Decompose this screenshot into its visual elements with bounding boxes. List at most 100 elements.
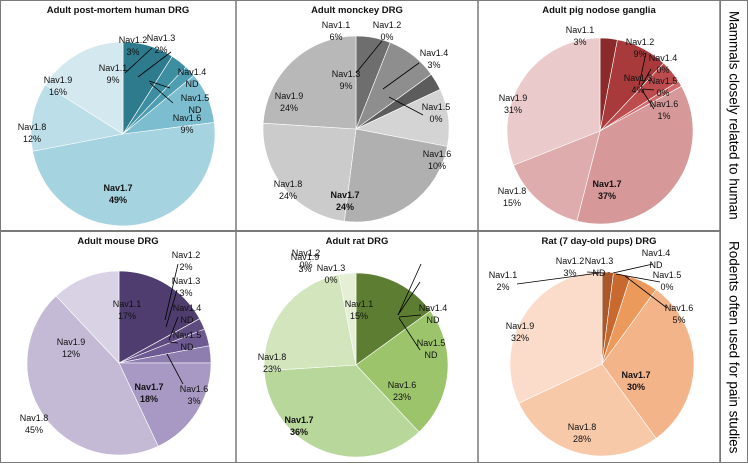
row-label-top: Mammals closely related to human — [721, 0, 747, 230]
leader-line — [165, 289, 178, 328]
slice-label: Nav1.9 24% — [275, 91, 304, 113]
leader-line — [640, 68, 652, 88]
leader-line — [149, 82, 174, 104]
pie-slice-nav17 — [118, 362, 212, 447]
slice-label: Nav1.8 28% — [568, 422, 597, 444]
pie-slice-nav18 — [513, 130, 601, 222]
slice-label: Nav1.4 0% — [649, 53, 678, 75]
chart-title: Rat (7 day-old pups) DRG — [541, 236, 657, 247]
chart-title: Adult mouse DRG — [77, 236, 159, 247]
leader-line — [164, 263, 179, 321]
slice-label: Nav1.3 2% — [147, 33, 176, 55]
slice-label: Nav1.4 ND — [419, 303, 448, 325]
chart-title: Adult pig nodose ganglia — [542, 5, 656, 16]
slice-label: Nav1.5 0% — [649, 76, 678, 98]
slice-label: Nav1.8 24% — [274, 179, 303, 201]
leader-line — [516, 272, 600, 285]
slice-label: Nav1.5 0% — [422, 102, 451, 124]
slice-label: Nav1.6 10% — [423, 149, 452, 171]
leader-line — [638, 52, 647, 86]
slice-label: Nav1.1 3% — [566, 25, 595, 47]
leader-line — [398, 314, 422, 318]
slice-label: Nav1.2 0% — [373, 20, 402, 42]
slice-label: Nav1.3 ND — [585, 256, 614, 278]
slice-label: Nav1.8 23% — [258, 352, 287, 374]
pie-chart-rat: Nav1.1 15% Nav1.2 0% Nav1.3 0% Nav1.4 ND Nav1.5 N… — [258, 248, 449, 458]
pie-slice-nav19 — [509, 271, 603, 404]
pie-slice-nav17 — [344, 128, 448, 223]
leader-line — [586, 271, 605, 274]
leader-line — [624, 275, 668, 309]
slice-label: Nav1.1 2% — [489, 270, 518, 292]
panel-human: Adult post-mortem human DRG Nav1.1 9% Nav1… — [0, 0, 236, 232]
slice-label: Nav1.4 ND — [642, 248, 671, 270]
slice-label: Nav1.6 1% — [650, 99, 679, 121]
slice-label: Nav1.8 12% — [18, 122, 47, 144]
slice-label: Nav1.1 15% — [345, 299, 374, 321]
pie-chart-mouse: Nav1.1 17% Nav1.2 2% Nav1.3 3% Nav1.4 ND Nav1.5 N… — [20, 250, 212, 456]
leader-line — [642, 88, 655, 91]
panel-rat: Adult rat DRG Nav1.1 15% Nav1.2 0% Nav1.3 0% N… — [236, 231, 478, 463]
slice-label: Nav1.9 12% — [57, 337, 86, 359]
pie-chart-monkey: Nav1.1 6% Nav1.2 0% Nav1.3 9% Nav1.4 3% Nav1.5 0%… — [262, 20, 452, 223]
slice-label: Nav1.2 0% — [292, 248, 321, 270]
pie-slice-nav19 — [506, 37, 601, 166]
pie-slice-nav18 — [30, 84, 124, 152]
panel-pig: Adult pig nodose ganglia Nav1.1 3% Nav1.2 9… — [478, 0, 720, 232]
leader-line — [641, 89, 655, 110]
pie-slice-nav16 — [355, 310, 449, 433]
slice-label: Nav1.3 3% — [172, 276, 201, 298]
pie-slice-nav11 — [118, 270, 201, 364]
slice-label: Nav1.2 3% — [556, 256, 585, 278]
side-divider — [720, 0, 721, 463]
leader-line — [355, 40, 383, 74]
chart-title: Adult monckey DRG — [311, 5, 403, 16]
slice-label: Nav1.3 0% — [317, 263, 346, 285]
pie-slice-nav19 — [44, 41, 124, 135]
pie-slice-nav19 — [262, 35, 357, 130]
leader-line — [148, 80, 171, 89]
leader-line — [615, 273, 661, 283]
leader-line — [612, 263, 654, 274]
leader-line — [168, 341, 179, 344]
leader-line — [124, 47, 153, 74]
slice-label: Nav1.6 23% — [388, 380, 417, 402]
slice-label: Nav1.5 0% — [653, 270, 682, 292]
leader-line — [397, 263, 422, 316]
slice-label: Nav1.8 45% — [20, 413, 49, 435]
row-label-bottom: Rodents often used for pain studies — [721, 232, 747, 463]
pie-slice-nav17 — [32, 122, 216, 227]
pie-slice-nav17 — [263, 364, 420, 458]
leader-line — [388, 96, 424, 116]
slice-label: Nav1.9 3% — [291, 252, 320, 274]
slice-label: Nav1.6 5% — [665, 303, 694, 325]
panel-rat-pups: Rat (7 day-old pups) DRG Nav1.1 2% Nav1.2 3… — [478, 231, 720, 463]
pie-slice-nav18 — [263, 274, 357, 372]
slice-label: Nav1.9 32% — [506, 321, 535, 343]
slice-label: Nav1.6 3% — [180, 384, 209, 406]
pie-slice-nav18 — [262, 122, 357, 222]
pie-slice-nav17 — [576, 85, 694, 225]
slice-label: Nav1.7 36% — [284, 415, 313, 437]
slice-label: Nav1.1 17% — [113, 299, 142, 321]
slice-label: Nav1.7 18% — [134, 382, 163, 404]
slice-label: Nav1.4 ND — [173, 303, 202, 325]
pie-slice-nav17 — [601, 289, 695, 439]
pie-slice-nav18 — [26, 295, 159, 456]
slice-label: Nav1.7 49% — [103, 183, 132, 205]
row-divider — [0, 230, 720, 232]
slice-label: Nav1.7 30% — [621, 370, 650, 392]
leader-line — [166, 353, 184, 385]
chart-title: Adult post-mortem human DRG — [46, 5, 190, 16]
leader-line — [137, 51, 172, 78]
slice-label: Nav1.1 9% — [99, 63, 128, 85]
leader-line — [168, 316, 179, 341]
pie-slice-nav19 — [338, 272, 357, 366]
slice-label: Nav1.2 2% — [172, 250, 201, 272]
pie-slice-nav11 — [355, 272, 431, 366]
slice-label: Nav1.4 ND — [178, 67, 207, 89]
slice-label: Nav1.7 24% — [330, 190, 359, 212]
slice-label: Nav1.6 9% — [173, 113, 202, 135]
slice-label: Nav1.5 ND — [417, 338, 446, 360]
